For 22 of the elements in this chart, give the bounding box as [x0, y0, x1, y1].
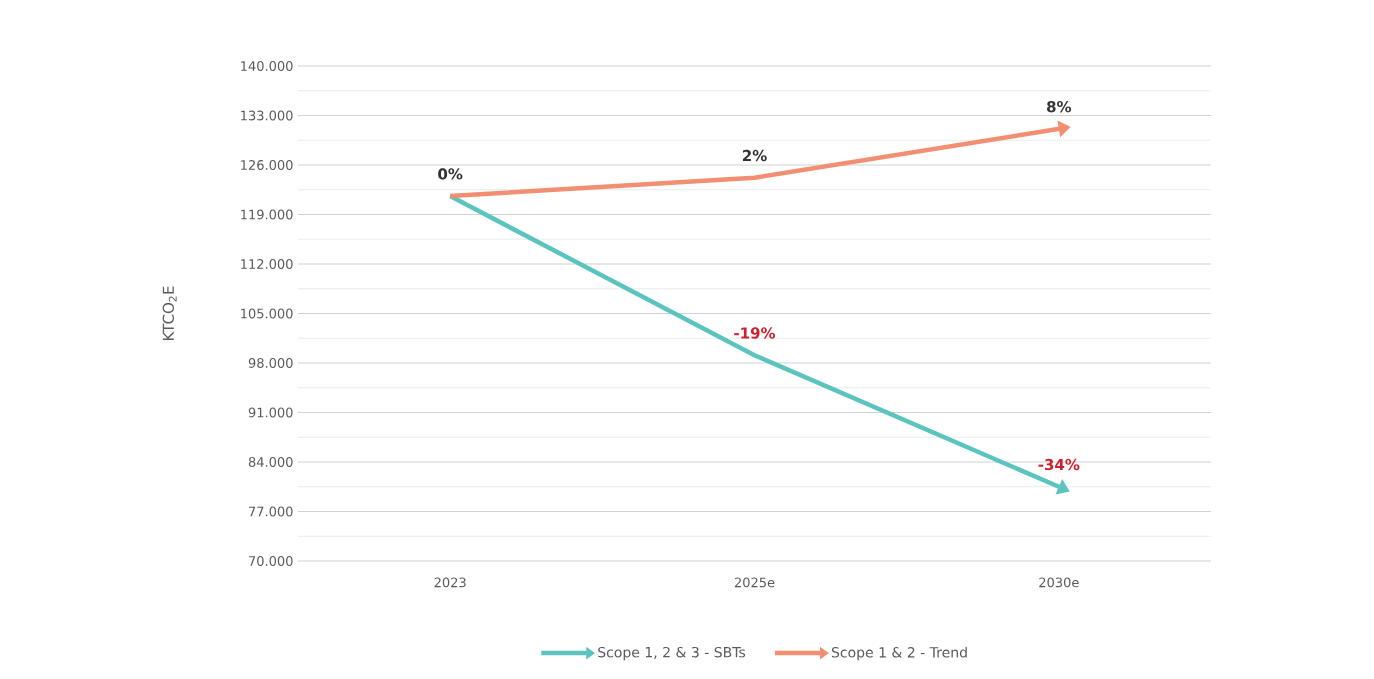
- annotation: 0%: [438, 168, 463, 180]
- y-tick-label: 98.000: [248, 358, 293, 368]
- annotation: 8%: [1047, 101, 1072, 113]
- y-tick-label: 112.000: [241, 259, 293, 269]
- y-tick-label: 70.000: [249, 556, 293, 566]
- y-tick-label: 84.000: [248, 457, 293, 467]
- y-tick-label: 126.000: [241, 160, 293, 170]
- legend-label: Scope 1, 2 & 3 - SBTs: [598, 646, 746, 661]
- x-tick-label: 2030e: [1039, 577, 1079, 588]
- y-axis-title: KTCO$_{2}$E: [162, 286, 177, 340]
- legend-label: Scope 1 & 2 - Trend: [831, 646, 967, 661]
- y-tick-label: 105.000: [241, 308, 293, 319]
- x-tick-label: 2023: [434, 577, 466, 588]
- y-tick-label: 91.000: [248, 407, 293, 418]
- y-tick-label: 133.000: [241, 110, 293, 121]
- x-tick-label: 2025e: [734, 577, 775, 588]
- y-tick-label: 140.000: [241, 61, 293, 71]
- y-tick-label: 119.000: [241, 209, 293, 220]
- annotation: -34%: [1038, 458, 1080, 471]
- annotation: -19%: [734, 327, 776, 339]
- annotation: 2%: [742, 149, 767, 162]
- y-tick-label: 77.000: [249, 506, 293, 517]
